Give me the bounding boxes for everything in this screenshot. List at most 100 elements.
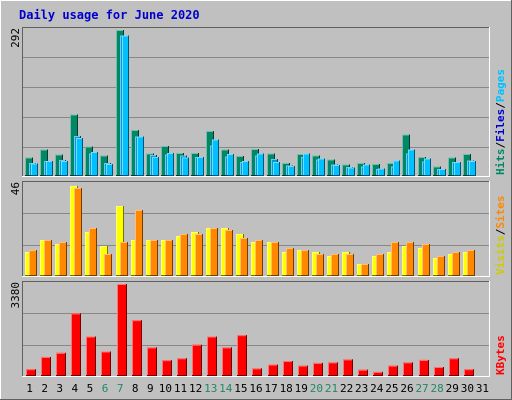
bar-kbytes-day-16	[252, 368, 262, 376]
bar-pages-day-4	[76, 138, 83, 176]
legend-entry: KBytes	[494, 335, 507, 375]
bar-pages-day-25	[393, 160, 400, 176]
bar-kbytes-day-27	[419, 359, 429, 376]
bar-sites-day-6	[104, 254, 112, 276]
bar-sites-day-21	[331, 254, 339, 276]
chart-title: Daily usage for June 2020	[19, 8, 200, 22]
bar-kbytes-day-6	[101, 351, 111, 376]
x-tick-label: 28	[431, 382, 444, 395]
bar-sites-day-7	[120, 242, 128, 276]
x-tick-label: 8	[132, 382, 139, 395]
legend-entry: Hits	[494, 149, 507, 176]
x-tick-label: 23	[355, 382, 368, 395]
bar-pages-day-20	[318, 158, 325, 176]
x-tick-label: 15	[234, 382, 247, 395]
x-tick-label: 17	[264, 382, 277, 395]
bar-kbytes-day-3	[56, 352, 66, 376]
bar-pages-day-29	[454, 162, 461, 176]
x-tick-label: 20	[310, 382, 323, 395]
bar-kbytes-day-4	[71, 313, 81, 376]
bar-sites-day-9	[150, 240, 158, 276]
bar-pages-day-21	[333, 165, 340, 176]
series-legend: KBytes	[494, 335, 507, 375]
bar-pages-day-19	[303, 153, 310, 176]
bar-pages-day-14	[227, 154, 234, 176]
bar-kbytes-day-22	[343, 359, 353, 376]
bar-sites-day-26	[406, 242, 414, 276]
legend-entry: Visits	[494, 235, 507, 275]
bar-pages-day-26	[408, 149, 415, 176]
bar-sites-day-2	[44, 240, 52, 276]
bar-pages-day-11	[182, 157, 189, 176]
bar-sites-day-20	[316, 254, 324, 276]
bar-kbytes-day-2	[41, 356, 51, 376]
y-max-label: 3380	[9, 282, 22, 309]
bar-sites-day-12	[195, 234, 203, 276]
bar-sites-day-18	[286, 248, 294, 276]
bar-pages-day-8	[137, 136, 144, 176]
bar-sites-day-25	[391, 242, 399, 276]
bar-kbytes-day-17	[268, 364, 278, 376]
bar-pages-day-3	[61, 161, 68, 176]
bar-pages-day-23	[363, 164, 370, 176]
bar-pages-day-12	[197, 157, 204, 176]
bar-kbytes-day-21	[328, 362, 338, 376]
bar-sites-day-27	[422, 244, 430, 276]
bar-kbytes-day-20	[313, 362, 323, 376]
x-tick-label: 6	[102, 382, 109, 395]
bar-kbytes-day-15	[237, 335, 247, 376]
x-tick-label: 21	[325, 382, 338, 395]
bar-kbytes-day-8	[132, 320, 142, 376]
bar-pages-day-28	[439, 169, 446, 176]
legend-entry: Pages	[494, 69, 507, 102]
x-tick-label: 11	[174, 382, 187, 395]
bar-sites-day-5	[89, 228, 97, 276]
bar-pages-day-16	[257, 153, 264, 176]
bar-sites-day-30	[467, 250, 475, 276]
y-max-label: 46	[9, 182, 22, 195]
bar-kbytes-day-28	[434, 367, 444, 376]
x-tick-label: 1	[26, 382, 33, 395]
bar-pages-day-9	[152, 157, 159, 176]
legend-entry: /	[494, 102, 507, 109]
bar-kbytes-day-14	[222, 347, 232, 376]
series-legend: Hits/Files/Pages	[494, 69, 507, 175]
x-tick-label: 25	[385, 382, 398, 395]
bar-kbytes-day-5	[86, 336, 96, 376]
bar-sites-day-13	[210, 228, 218, 276]
bar-pages-day-7	[122, 35, 129, 176]
bar-pages-day-30	[469, 161, 476, 176]
bar-pages-day-22	[348, 167, 355, 176]
x-tick-label: 22	[340, 382, 353, 395]
x-tick-label: 3	[56, 382, 63, 395]
bar-pages-day-27	[424, 158, 431, 176]
x-tick-label: 19	[295, 382, 308, 395]
x-tick-label: 12	[189, 382, 202, 395]
y-max-label: 292	[9, 28, 22, 48]
bar-kbytes-day-23	[358, 369, 368, 376]
x-tick-label: 13	[204, 382, 217, 395]
series-legend: Visits/Sites	[494, 196, 507, 276]
x-tick-label: 31	[476, 382, 489, 395]
bar-pages-day-17	[273, 162, 280, 176]
x-tick-label: 26	[400, 382, 413, 395]
bar-kbytes-day-11	[177, 358, 187, 376]
legend-entry: /	[494, 228, 507, 235]
bar-kbytes-day-24	[373, 371, 383, 376]
bar-pages-day-24	[378, 168, 385, 176]
bar-sites-day-14	[225, 230, 233, 276]
bar-sites-day-1	[29, 250, 37, 276]
bar-kbytes-day-30	[464, 369, 474, 376]
bar-sites-day-10	[165, 240, 173, 276]
bar-sites-day-17	[271, 242, 279, 276]
bar-pages-day-2	[46, 161, 53, 176]
x-tick-label: 5	[87, 382, 94, 395]
bar-kbytes-day-12	[192, 344, 202, 376]
x-tick-label: 4	[72, 382, 79, 395]
x-tick-label: 29	[446, 382, 459, 395]
bar-pages-day-10	[167, 153, 174, 176]
bar-pages-day-6	[106, 164, 113, 176]
legend-entry: /	[494, 142, 507, 149]
